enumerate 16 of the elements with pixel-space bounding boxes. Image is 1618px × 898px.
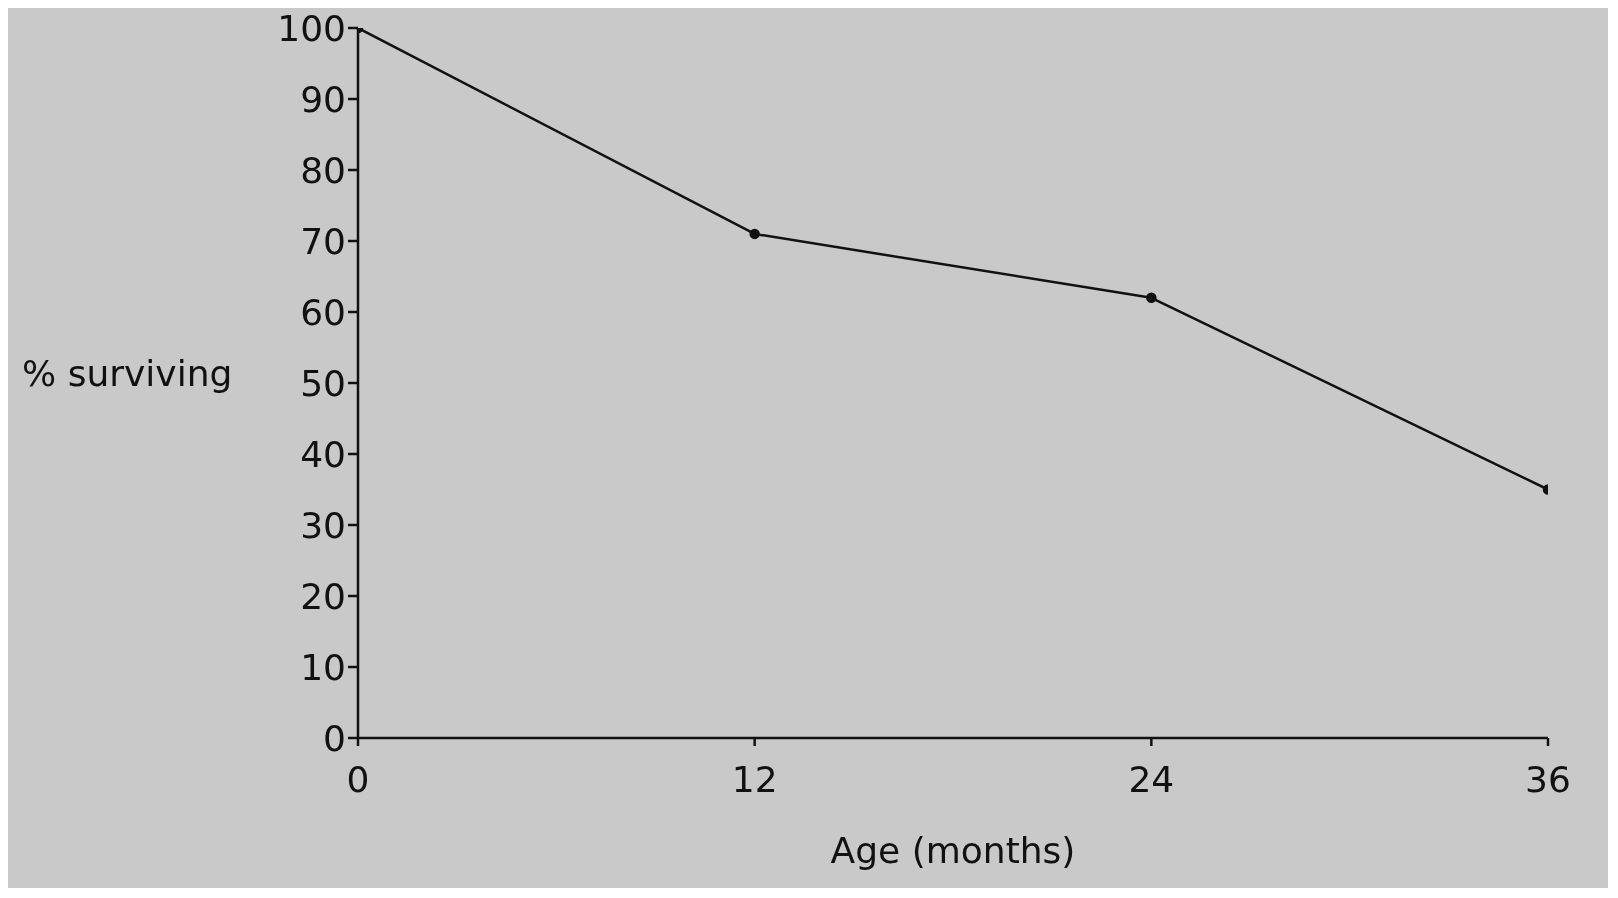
y-tick-label: 100 <box>277 7 346 49</box>
y-tick-label: 40 <box>300 433 346 475</box>
y-tick-label: 30 <box>300 504 346 546</box>
x-tick-label: 36 <box>1525 758 1571 800</box>
y-tick-label: 60 <box>300 291 346 333</box>
y-tick-label: 20 <box>300 575 346 617</box>
x-tick-label: 24 <box>1128 758 1175 800</box>
y-tick-label: 10 <box>300 646 346 688</box>
x-tick-label: 12 <box>731 758 778 800</box>
y-tick-label: 50 <box>300 362 346 404</box>
y-tick-label: 70 <box>300 220 346 262</box>
y-tick-label: 80 <box>300 149 346 191</box>
x-axis-title: Age (months) <box>830 830 1076 871</box>
y-tick-label: 90 <box>300 78 346 120</box>
y-tick-label: 0 <box>323 717 346 759</box>
y-axis-title: % surviving <box>22 353 233 394</box>
